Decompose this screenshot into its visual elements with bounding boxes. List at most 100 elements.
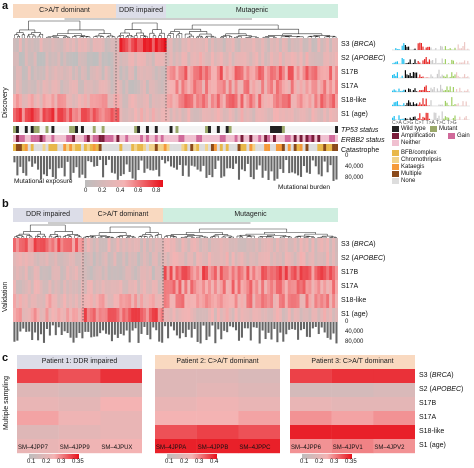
signature-bar xyxy=(404,118,406,120)
tp53-cell xyxy=(267,126,271,133)
tp53-cell xyxy=(66,126,70,133)
signature-bar xyxy=(451,72,453,78)
catastrophe-cell xyxy=(101,144,105,151)
a-heat-cell xyxy=(175,94,179,109)
tp53-cell xyxy=(323,126,327,133)
a-heat-cell xyxy=(184,80,188,95)
a-heat-cell xyxy=(284,108,289,122)
b-heat-cell xyxy=(145,266,150,281)
sample-label-0-1: SM–4JPP9 xyxy=(59,445,90,451)
a-heat-cell xyxy=(228,38,232,53)
a-burden-bar xyxy=(107,156,111,160)
b-heat-cell xyxy=(175,308,179,322)
a-heat-cell xyxy=(15,66,20,81)
b-heat-cell xyxy=(326,238,330,253)
a-heat-cell xyxy=(219,94,224,109)
signature-bar xyxy=(412,63,414,64)
b-heat-cell xyxy=(18,266,23,281)
b-heat-cell xyxy=(27,238,32,253)
a-heat-cell xyxy=(216,94,221,109)
b-heat-cell xyxy=(80,280,85,295)
a-heat-cell xyxy=(299,108,303,122)
panel-b-group-0: DDR impaired xyxy=(13,208,83,222)
patient-scale-tick-1-1: 0.2 xyxy=(180,459,189,465)
a-burden-bar xyxy=(258,156,261,166)
b-burden-bar xyxy=(81,322,84,339)
tp53-cell xyxy=(231,126,235,133)
b-heat-cell xyxy=(219,238,224,253)
patient-scale-tick-1-2: 0.3 xyxy=(195,459,204,465)
b-heat-cell xyxy=(320,280,324,295)
b-heat-cell xyxy=(326,266,330,281)
a-heat-cell xyxy=(240,94,244,109)
b-heat-cell xyxy=(270,266,274,281)
a-heat-cell xyxy=(329,80,333,95)
a-heat-cell xyxy=(13,52,17,67)
a-burden-bar xyxy=(149,156,152,171)
b-heat-cell xyxy=(101,308,105,322)
b-heat-cell xyxy=(240,280,244,295)
a-heat-cell xyxy=(151,66,156,81)
b-heat-cell xyxy=(63,266,67,281)
a-heat-cell xyxy=(252,52,256,67)
b-burden-bar xyxy=(208,322,211,337)
a-heat-cell xyxy=(63,52,67,67)
signature-bar xyxy=(419,102,421,106)
a-heat-cell xyxy=(48,108,52,122)
erbb2-cell xyxy=(219,135,223,142)
a-heat-cell xyxy=(80,80,85,95)
a-heat-cell xyxy=(237,38,241,53)
a-heat-cell xyxy=(258,108,262,122)
catastrophe-cell xyxy=(181,144,185,151)
b-heat-cell xyxy=(75,280,79,295)
b-heat-cell xyxy=(299,238,303,253)
patient-heat-cell xyxy=(290,425,332,440)
b-heat-cell xyxy=(290,308,294,322)
signature-bar xyxy=(427,112,429,120)
a-burden-bar xyxy=(122,156,125,175)
a-burden-bar xyxy=(249,156,252,178)
erbb2-cell xyxy=(196,135,200,142)
b-heat-cell xyxy=(36,266,40,281)
b-burden-bar xyxy=(57,322,60,328)
b-heat-cell xyxy=(249,280,253,295)
a-heat-cell xyxy=(33,38,37,53)
a-heat-cell xyxy=(95,66,99,81)
erbb2-cell xyxy=(13,135,17,142)
erbb2-cell xyxy=(332,135,336,142)
catastrophe-cell xyxy=(154,144,158,151)
legend-status-swatch-0 xyxy=(392,126,399,132)
tp53-cell xyxy=(237,126,241,133)
b-heat-cell xyxy=(148,266,153,281)
patient-scale-tick-1-0: 0.1 xyxy=(165,459,174,465)
a-heat-cell xyxy=(178,80,182,95)
b-burden-bar xyxy=(320,322,323,328)
a-heat-cell xyxy=(323,108,327,122)
b-heat-cell xyxy=(240,308,244,322)
a-heat-cell xyxy=(15,108,20,122)
catastrophe-cell xyxy=(196,144,200,151)
sample-label-1-1: SM–4JPPB xyxy=(197,445,229,451)
a-heat-cell xyxy=(323,80,327,95)
a-burden-bar xyxy=(299,156,303,177)
a-heat-cell xyxy=(113,94,117,109)
a-heat-cell xyxy=(199,52,203,67)
b-heat-cell xyxy=(51,308,55,322)
tp53-cell xyxy=(172,126,176,133)
erbb2-cell xyxy=(320,135,324,142)
a-heat-cell xyxy=(281,66,286,81)
legend-catastrophe-swatch-1 xyxy=(392,157,399,163)
a-heat-cell xyxy=(75,38,79,53)
a-burden-bar xyxy=(84,156,87,179)
b-heat-cell xyxy=(302,266,306,281)
signature-bar xyxy=(449,76,451,78)
patient-heat-cell xyxy=(196,425,239,440)
a-heat-cell xyxy=(270,66,274,81)
a-heat-cell xyxy=(143,52,147,67)
a-heat-cell xyxy=(305,80,309,95)
a-heat-cell xyxy=(219,38,224,53)
b-heat-cell xyxy=(178,266,182,281)
b-heat-cell xyxy=(48,266,52,281)
catastrophe-cell xyxy=(210,144,215,151)
b-heat-cell xyxy=(169,294,173,309)
